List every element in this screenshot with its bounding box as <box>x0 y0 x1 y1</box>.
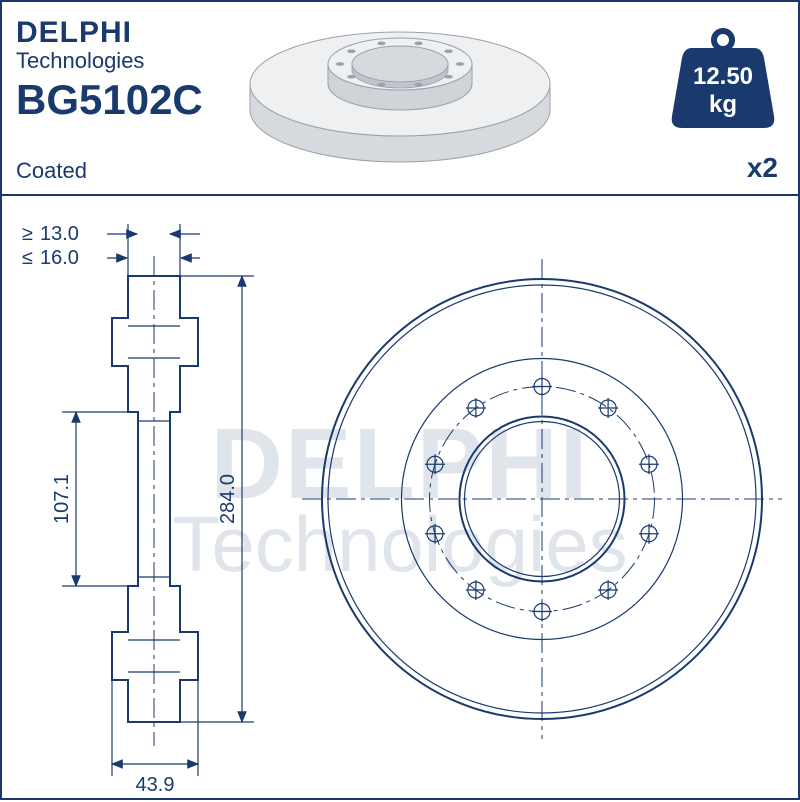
dim-thickness: 16.0 <box>40 247 79 269</box>
header: DELPHI Technologies BG5102C Coated 12.50… <box>2 2 798 194</box>
technical-drawing: 43.9 ≥ 13.0 ≤ 16.0 107.1 <box>2 196 798 800</box>
brand-block: DELPHI Technologies BG5102C <box>16 16 203 124</box>
dim-min-thickness: 13.0 <box>40 223 79 245</box>
front-view <box>302 259 782 739</box>
coating-label: Coated <box>16 158 87 184</box>
svg-text:≤: ≤ <box>22 247 33 269</box>
weight-unit: kg <box>709 91 737 118</box>
drawing-area: DELPHI Technologies <box>2 194 798 802</box>
dim-outer-diameter: 284.0 <box>217 474 239 524</box>
dim-bore: 107.1 <box>51 474 73 524</box>
weight-badge: 12.50 kg <box>668 22 778 132</box>
quantity-label: x2 <box>747 152 778 184</box>
page-container: DELPHI Technologies BG5102C Coated 12.50… <box>0 0 800 800</box>
part-number: BG5102C <box>16 76 203 124</box>
product-3d-render <box>240 24 560 184</box>
brand-name: DELPHI <box>16 16 203 50</box>
side-profile: 43.9 ≥ 13.0 ≤ 16.0 107.1 <box>22 223 254 796</box>
brand-subtitle: Technologies <box>16 48 203 74</box>
svg-text:≥: ≥ <box>22 223 33 245</box>
dim-flange-width: 43.9 <box>136 774 175 796</box>
weight-value: 12.50 <box>693 63 753 90</box>
